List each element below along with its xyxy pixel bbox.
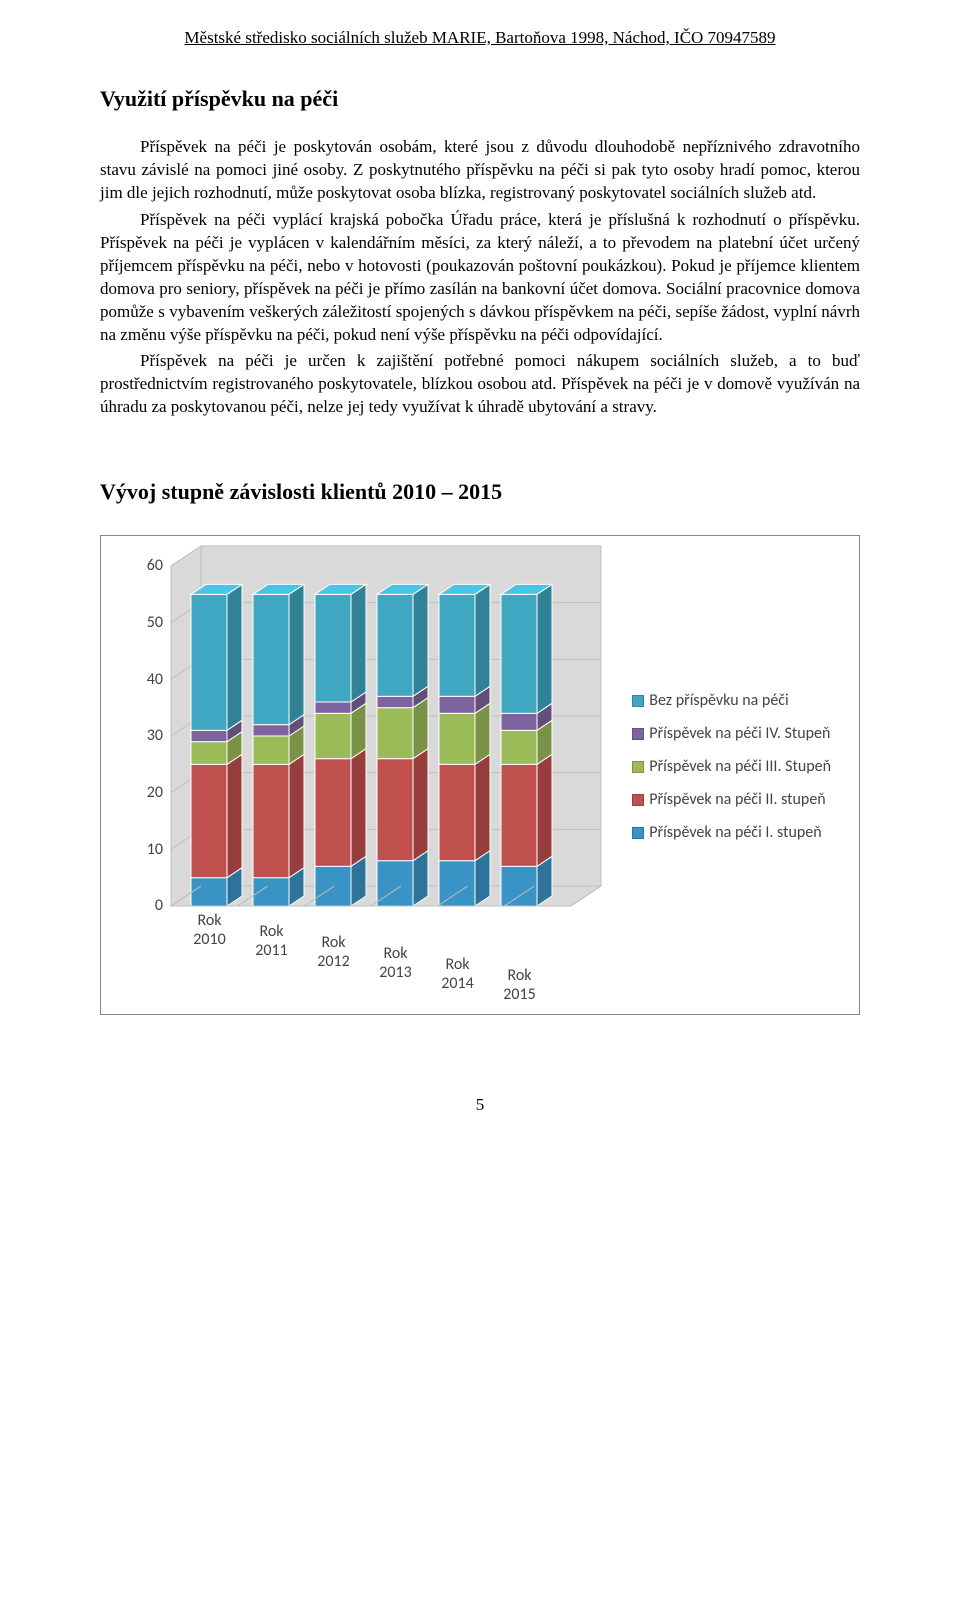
x-axis-label: Rok2014	[435, 956, 480, 993]
y-axis-label: 50	[133, 613, 163, 632]
x-axis-label: Rok2013	[373, 945, 418, 982]
y-axis-label: 20	[133, 783, 163, 802]
section-heading: Využití příspěvku na péči	[100, 86, 860, 112]
legend-label: Příspěvek na péči II. stupeň	[649, 790, 825, 809]
legend-label: Bez příspěvku na péči	[649, 691, 788, 710]
legend-label: Příspěvek na péči I. stupeň	[649, 823, 821, 842]
chart-heading: Vývoj stupně závislosti klientů 2010 – 2…	[100, 479, 860, 505]
body-paragraph-2: Příspěvek na péči vyplácí krajská pobočk…	[100, 209, 860, 347]
page-number: 5	[100, 1095, 860, 1115]
legend-swatch	[632, 695, 644, 707]
y-axis-label: 10	[133, 840, 163, 859]
legend-item: Příspěvek na péči III. Stupeň	[632, 757, 831, 776]
document-page: Městské středisko sociálních služeb MARI…	[0, 0, 960, 1175]
y-axis-label: 40	[133, 670, 163, 689]
y-axis-label: 60	[133, 556, 163, 575]
x-axis-label: Rok2010	[187, 912, 232, 949]
legend-label: Příspěvek na péči IV. Stupeň	[649, 724, 830, 743]
body-paragraph-3: Příspěvek na péči je určen k zajištění p…	[100, 350, 860, 419]
legend-label: Příspěvek na péči III. Stupeň	[649, 757, 831, 776]
page-header: Městské středisko sociálních služeb MARI…	[100, 28, 860, 48]
legend-swatch	[632, 728, 644, 740]
legend-item: Bez příspěvku na péči	[632, 691, 831, 710]
legend-item: Příspěvek na péči I. stupeň	[632, 823, 831, 842]
chart-legend: Bez příspěvku na péči Příspěvek na péči I…	[632, 691, 831, 856]
x-axis-label: Rok2011	[249, 923, 294, 960]
legend-swatch	[632, 827, 644, 839]
y-axis-label: 0	[133, 896, 163, 915]
legend-item: Příspěvek na péči IV. Stupeň	[632, 724, 831, 743]
x-axis-label: Rok2015	[497, 967, 542, 1004]
chart-container: Bez příspěvku na péči Příspěvek na péči I…	[100, 535, 860, 1015]
x-axis-label: Rok2012	[311, 934, 356, 971]
body-paragraph-1: Příspěvek na péči je poskytován osobám, …	[100, 136, 860, 205]
y-axis-label: 30	[133, 726, 163, 745]
legend-swatch	[632, 794, 644, 806]
legend-item: Příspěvek na péči II. stupeň	[632, 790, 831, 809]
legend-swatch	[632, 761, 644, 773]
